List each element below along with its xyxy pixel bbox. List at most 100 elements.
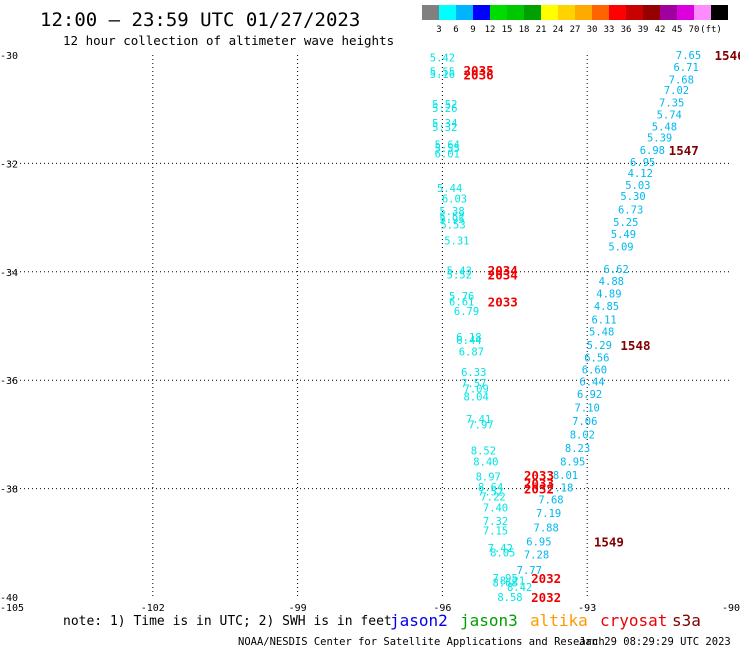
wave-height-label: 5.32 [432,122,457,134]
wave-height-label: 8.40 [473,457,498,469]
wave-height-label: 4.88 [599,276,624,288]
wave-height-label: 5.26 [432,103,457,115]
color-scale-label: 15 [502,25,513,35]
wave-height-label: 5.43 [447,266,472,278]
color-swatch [541,5,558,20]
x-tick-label: -90 [722,603,740,614]
wave-height-label: 6.95 [630,157,655,169]
wave-height-label: 6.56 [584,352,609,364]
wave-height-label: 7.57 [461,378,486,390]
x-tick-label: -102 [141,603,165,614]
wave-height-label: 7.18 [548,483,573,495]
satellite-legend-item: cryosat [600,611,667,630]
chart-subtitle: 12 hour collection of altimeter wave hei… [63,33,394,48]
wave-height-label: 5.48 [652,122,677,134]
x-tick-label: -99 [289,603,307,614]
color-swatch [456,5,473,20]
wave-height-label: 7.15 [483,525,508,537]
x-tick-label: -93 [578,603,596,614]
wave-height-label: 5.44 [437,183,462,195]
chart-title: 12:00 – 23:59 UTC 01/27/2023 [40,9,360,31]
satellite-legend-item: jason2 [390,611,448,630]
wave-height-label: 5.52 [447,270,472,282]
x-tick-label: -105 [0,603,24,614]
wave-height-label: 5.55 [435,143,460,155]
pass-time-label: 2033 [488,295,518,310]
color-scale-legend: 3 6 9 12 15 18 21 24 27 30 33 36 39 42 45 70 (ft) [422,5,728,35]
wave-height-label: 6.98 [640,145,665,157]
pass-time-label: 2035 [464,63,494,78]
wave-height-label: 7.28 [524,550,549,562]
color-swatch [558,5,575,20]
wave-height-label: 8.42 [507,582,532,594]
color-scale-label: 3 [436,25,441,35]
wave-height-label: 5.74 [657,110,682,122]
color-scale-label: 12 [485,25,496,35]
wave-height-label: 5.30 [620,191,645,203]
pass-time-label: 2036 [464,68,494,83]
wave-height-label: 7.68 [669,74,694,86]
wave-height-label: 5.48 [589,326,614,338]
wave-height-label: 4.89 [596,288,621,300]
color-swatch [473,5,490,20]
satellite-legend-item: jason3 [460,611,518,630]
color-scale-label: 24 [553,25,564,35]
wave-height-label: 7.19 [536,508,561,520]
wave-height-label: 5.03 [625,180,650,192]
wave-height-label: 4.85 [594,301,619,313]
wave-height-label: 7.06 [572,416,597,428]
color-scale-label: 9 [470,25,475,35]
wave-height-label: 6.44 [456,335,481,347]
color-scale-label: 30 [587,25,598,35]
pass-time-label: 2032 [531,590,561,605]
wave-height-label: 5.64 [435,139,460,151]
wave-height-label: 7.32 [483,516,508,528]
satellite-legend-item: altika [530,611,588,630]
wave-height-label: 7.22 [480,492,505,504]
wave-height-label: 8.04 [464,391,489,403]
wave-height-label: 8.02 [570,429,595,441]
wave-height-label: 8.21 [500,576,525,588]
wave-height-label: 5.42 [430,53,455,65]
wave-height-label: 8.23 [565,443,590,455]
wave-height-label: 8.58 [497,592,522,604]
color-scale-label: 45 [672,25,683,35]
y-tick-label: -36 [0,376,18,387]
pass-time-label: 1546 [715,48,740,63]
color-swatch [592,5,609,20]
wave-height-label: 7.88 [534,523,559,535]
wave-height-label: 8.05 [490,548,515,560]
wave-height-label: 7.02 [664,85,689,97]
wave-height-label: 5.38 [439,206,464,218]
y-tick-label: -34 [0,268,18,279]
footer-credit: NOAA/NESDIS Center for Satellite Applica… [238,636,605,648]
pass-time-label: 2033 [524,468,554,483]
pass-time-label: 2034 [488,268,518,283]
wave-height-label: 5.55 [430,66,455,78]
wave-height-label: 5.52 [432,99,457,111]
color-swatch [490,5,507,20]
wave-height-label: 5.53 [440,220,465,232]
wave-height-label: 8.64 [478,482,503,494]
wave-height-label: 7.95 [492,573,517,585]
color-scale-label: 39 [638,25,649,35]
wave-height-label: 7.77 [517,565,542,577]
color-scale-label: 27 [570,25,581,35]
wave-height-label: 6.60 [582,364,607,376]
satellite-legend-item: s3a [672,611,701,630]
wave-height-label: 8.68 [492,577,517,589]
wave-height-label: 5.76 [449,291,474,303]
color-swatch [711,5,728,20]
color-swatch [626,5,643,20]
color-scale-label: 33 [604,25,615,35]
color-swatch [575,5,592,20]
wave-height-label: 6.11 [591,314,616,326]
wave-height-label: 4.12 [628,168,653,180]
wave-height-label: 5.29 [587,340,612,352]
wave-height-label: 5.52 [439,212,464,224]
color-scale-label: 6 [453,25,458,35]
wave-height-label: 6.92 [577,389,602,401]
wave-height-label: 6.33 [461,367,486,379]
y-tick-label: -32 [0,159,18,170]
wave-height-label: 5.09 [608,241,633,253]
